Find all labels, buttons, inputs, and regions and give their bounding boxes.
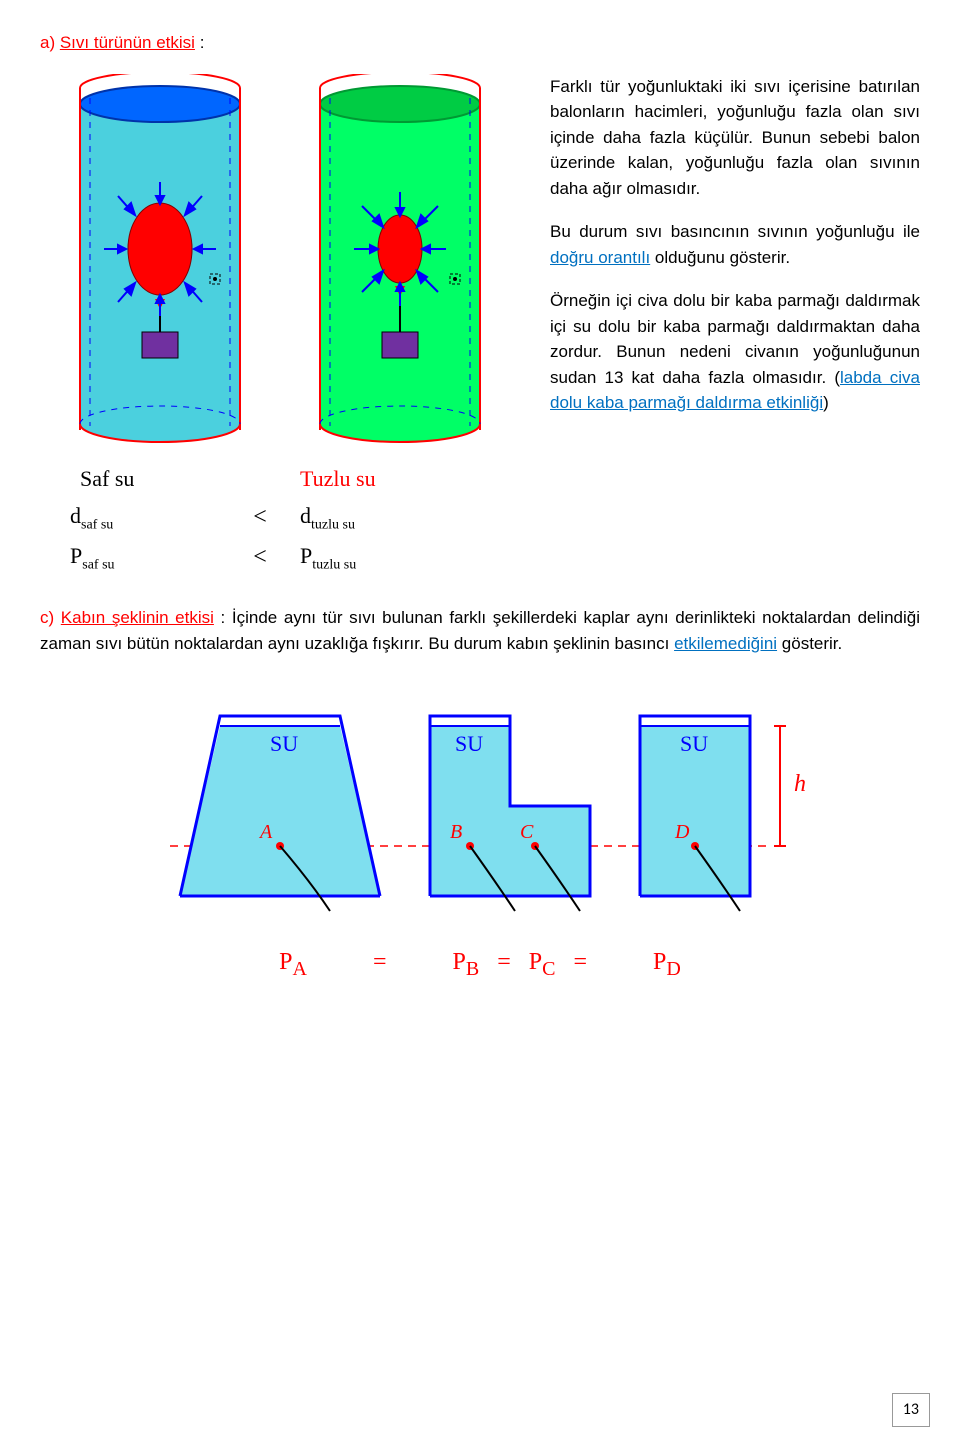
point-b-label: B — [450, 821, 462, 843]
para2: Bu durum sıvı basıncının sıvının yoğunlu… — [550, 219, 920, 270]
eq-eq1: = — [373, 949, 387, 975]
vessel-a-water: SU — [270, 731, 298, 756]
para3: Örneğin içi civa dolu bir kaba parmağı d… — [550, 288, 920, 416]
h-label: h — [794, 771, 806, 797]
section-c-prefix: c) — [40, 608, 61, 627]
section-a-label: Sıvı türünün etkisi — [60, 33, 195, 52]
eq-pc: P — [529, 949, 542, 975]
section-a-title: a) Sıvı türünün etkisi : — [40, 30, 920, 56]
h-bracket — [774, 726, 786, 846]
eq-eq3: = — [573, 949, 587, 975]
c-body-post: gösterir. — [777, 634, 842, 653]
label-saf-su: Saf su — [80, 462, 260, 495]
para2-post: olduğunu gösterir. — [650, 248, 790, 267]
cylinder-tuzlu-su — [300, 74, 500, 454]
eq-a: A — [293, 958, 307, 980]
cylinder-labels: Saf su Tuzlu su — [40, 462, 520, 495]
relation-pressure: Psaf su < Ptuzlu su — [40, 539, 520, 575]
eq-b: B — [466, 958, 479, 980]
cylinder-saf-su — [60, 74, 260, 454]
point-a-label: A — [258, 821, 273, 843]
p-lhs-sub: saf su — [82, 557, 114, 572]
pressure-equation: PA = PB = PC = PD — [40, 944, 920, 984]
para3-post: ) — [823, 393, 829, 412]
cylinders-row — [40, 74, 520, 454]
d-rhs-sub: tuzlu su — [311, 517, 355, 532]
section-a-prefix: a) — [40, 33, 60, 52]
section-c-suffix: : — [214, 608, 232, 627]
text-column: Farklı tür yoğunluktaki iki sıvı içerisi… — [550, 74, 920, 434]
d-lhs-sub: saf su — [81, 517, 113, 532]
eq-pd: P — [653, 949, 666, 975]
page-number: 13 — [892, 1393, 930, 1427]
section-c-label: Kabın şeklinin etkisi — [61, 608, 214, 627]
top-row: Saf su Tuzlu su dsaf su < dtuzlu su Psaf… — [40, 74, 920, 576]
p-rhs: P — [300, 543, 312, 568]
eq-d: D — [666, 958, 680, 980]
para2-pre: Bu durum sıvı basıncının sıvının yoğunlu… — [550, 222, 920, 241]
diagrams-column: Saf su Tuzlu su dsaf su < dtuzlu su Psaf… — [40, 74, 520, 576]
label-tuzlu-su: Tuzlu su — [300, 462, 480, 495]
vessels-diagram: SU A SU B C SU D h — [130, 686, 830, 926]
eq-c: C — [542, 958, 555, 980]
vessel-a: SU A — [180, 716, 380, 911]
d-lhs: d — [70, 503, 81, 528]
p-lhs: P — [70, 543, 82, 568]
eq-pb: P — [453, 949, 466, 975]
section-a-suffix: : — [195, 33, 204, 52]
relation-density: dsaf su < dtuzlu su — [40, 499, 520, 535]
p-rhs-sub: tuzlu su — [312, 557, 356, 572]
c-body-link: etkilemediğini — [674, 634, 777, 653]
vessel-d: SU D — [640, 716, 750, 911]
d-cmp: < — [230, 499, 290, 535]
d-rhs: d — [300, 503, 311, 528]
para2-link: doğru orantılı — [550, 248, 650, 267]
vessel-bc-water: SU — [455, 731, 483, 756]
vessel-d-water: SU — [680, 731, 708, 756]
para1: Farklı tür yoğunluktaki iki sıvı içerisi… — [550, 74, 920, 202]
p-cmp: < — [230, 539, 290, 575]
point-d-label: D — [674, 821, 690, 843]
eq-eq2: = — [497, 949, 511, 975]
point-c-label: C — [520, 821, 534, 843]
eq-pa: P — [279, 949, 292, 975]
vessel-bc: SU B C — [430, 716, 590, 911]
section-c: c) Kabın şeklinin etkisi : İçinde aynı t… — [40, 605, 920, 656]
